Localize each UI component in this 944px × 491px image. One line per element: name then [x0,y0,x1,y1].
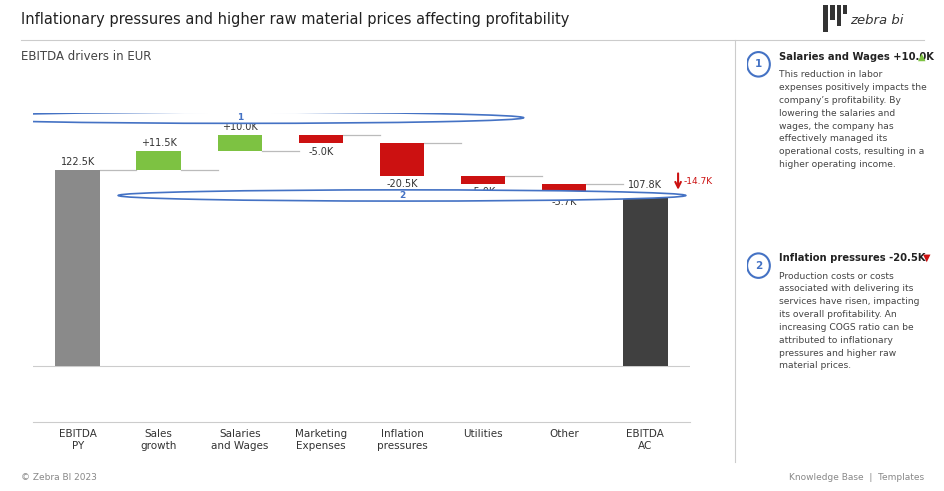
Text: This reduction in labor
expenses positively impacts the
company’s profitability.: This reduction in labor expenses positiv… [778,70,925,169]
Bar [822,5,827,32]
Text: ▼: ▼ [922,253,929,263]
Text: +10.0K: +10.0K [222,122,258,132]
Bar [835,5,840,26]
Bar [622,193,666,366]
Bar [541,184,586,193]
Text: Inflation pressures -20.5K: Inflation pressures -20.5K [778,253,928,263]
Text: © Zebra BI 2023: © Zebra BI 2023 [21,473,96,482]
Text: Production costs or costs
associated with delivering its
services have risen, im: Production costs or costs associated wit… [778,272,919,371]
Bar [217,136,261,151]
Bar [461,176,505,184]
Text: 2: 2 [754,261,761,271]
Text: zebra bi: zebra bi [849,14,902,27]
Text: -5.0K: -5.0K [470,188,496,197]
Text: -5.7K: -5.7K [551,196,576,207]
Circle shape [747,52,769,77]
Bar [842,5,847,14]
Circle shape [747,253,769,278]
Text: -14.7K: -14.7K [683,177,712,186]
Text: -5.0K: -5.0K [308,147,333,157]
Text: EBITDA drivers in EUR: EBITDA drivers in EUR [21,50,151,63]
Text: 1: 1 [236,113,243,122]
Bar [830,5,834,20]
Text: 2: 2 [398,191,405,200]
Text: Knowledge Base  |  Templates: Knowledge Base | Templates [788,473,923,482]
Text: Inflationary pressures and higher raw material prices affecting profitability: Inflationary pressures and higher raw ma… [21,12,568,27]
Bar [136,151,181,170]
Text: 122.5K: 122.5K [60,157,94,166]
Text: -20.5K: -20.5K [386,179,417,190]
Bar [298,136,343,143]
Text: ▲: ▲ [917,52,924,61]
Text: +11.5K: +11.5K [141,138,177,148]
Bar [56,170,100,366]
Text: 107.8K: 107.8K [628,180,662,190]
Bar [379,143,424,176]
Text: 1: 1 [754,59,761,69]
Text: Salaries and Wages +10.0K: Salaries and Wages +10.0K [778,52,936,61]
Circle shape [0,112,523,123]
Circle shape [118,190,685,201]
